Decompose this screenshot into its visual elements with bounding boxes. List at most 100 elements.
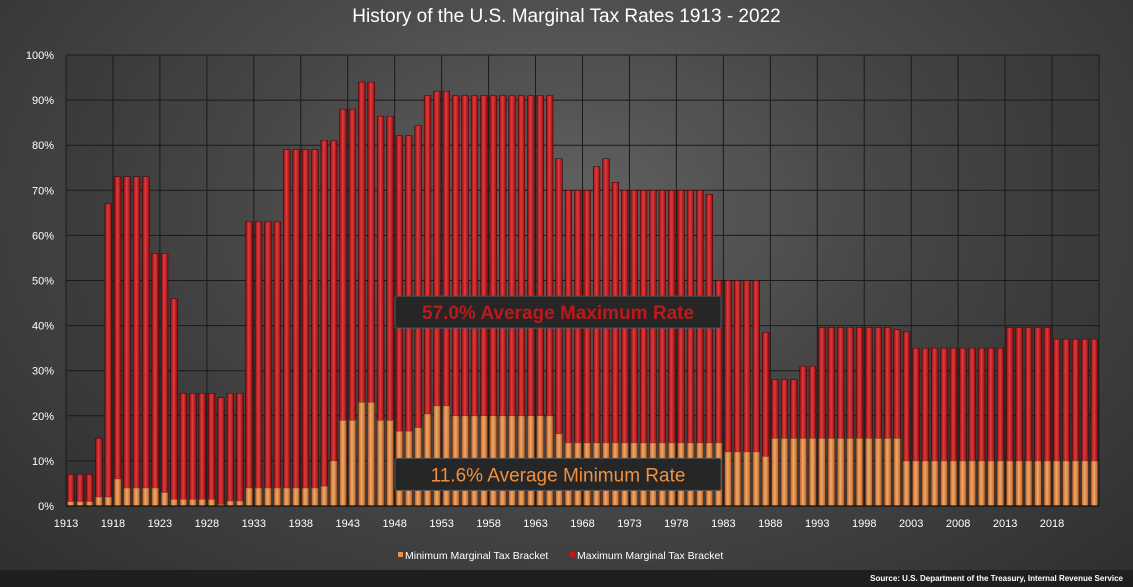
min-rate-bar (320, 485, 328, 507)
min-rate-bar (85, 501, 94, 507)
min-rate-bar (1062, 460, 1070, 507)
max-rate-bar (95, 438, 103, 507)
annotation-average-maximum-box (394, 295, 722, 329)
min-rate-bar (245, 487, 253, 507)
min-rate-bar (236, 500, 244, 507)
min-rate-bar (151, 487, 159, 507)
min-rate-bar (949, 460, 958, 507)
min-rate-bar (987, 460, 995, 507)
legend-label: Minimum Marginal Tax Bracket (405, 550, 548, 562)
min-rate-bar (959, 460, 967, 507)
max-rate-bar (301, 149, 310, 507)
min-rate-bar (827, 438, 835, 507)
min-rate-bar (376, 420, 385, 507)
max-rate-bar (245, 221, 253, 507)
min-rate-bar (968, 460, 976, 507)
max-rate-bar (283, 149, 291, 507)
min-rate-bar (132, 487, 141, 507)
min-rate-bar (865, 438, 873, 507)
x-tick-label: 1998 (852, 518, 876, 530)
min-rate-bar (1090, 460, 1098, 507)
min-rate-bar (1053, 460, 1061, 507)
min-rate-bar (67, 501, 75, 507)
min-rate-bar (433, 405, 441, 507)
min-rate-bar (114, 478, 122, 507)
min-rate-bar (142, 487, 150, 507)
min-rate-bar (348, 420, 357, 507)
min-rate-bar (264, 487, 272, 507)
x-tick-label: 2013 (993, 518, 1017, 530)
min-rate-bar (893, 438, 901, 507)
min-rate-bar (846, 438, 854, 507)
min-rate-bar (1024, 460, 1033, 507)
max-rate-bar (132, 176, 141, 507)
max-rate-bar (226, 393, 234, 507)
min-rate-bar (902, 460, 911, 507)
min-rate-bar (254, 487, 263, 507)
min-rate-bar (358, 402, 366, 507)
x-tick-label: 1978 (664, 518, 688, 530)
x-tick-label: 1923 (148, 518, 172, 530)
x-tick-label: 1928 (195, 518, 219, 530)
x-tick-label: 1948 (382, 518, 406, 530)
min-rate-bar (198, 498, 206, 507)
chart-title: History of the U.S. Marginal Tax Rates 1… (352, 6, 781, 27)
annotation-average-maximum: 57.0% Average Maximum Rate (422, 303, 694, 324)
x-tick-label: 1953 (429, 518, 453, 530)
max-rate-bar (207, 393, 216, 507)
max-rate-bar (189, 393, 197, 507)
min-rate-bar (1081, 460, 1089, 507)
x-tick-label: 1943 (335, 518, 359, 530)
max-rate-bar (151, 253, 159, 507)
min-rate-bar (189, 498, 197, 507)
max-rate-bar (311, 149, 319, 507)
min-rate-bar (771, 438, 779, 507)
y-tick-label: 70% (32, 185, 54, 197)
min-rate-bar (799, 438, 807, 507)
x-tick-label: 1963 (523, 518, 547, 530)
min-rate-bar (931, 460, 939, 507)
y-tick-label: 40% (32, 321, 54, 333)
x-tick-label: 2008 (946, 518, 970, 530)
max-rate-bar (114, 176, 122, 507)
min-rate-bar (790, 438, 798, 507)
min-rate-bar (996, 460, 1005, 507)
min-rate-bar (226, 500, 234, 507)
min-rate-bar (367, 402, 375, 507)
min-rate-bar (330, 460, 338, 507)
x-tick-label: 1933 (242, 518, 266, 530)
min-rate-bar (1015, 460, 1023, 507)
max-rate-bar (123, 176, 131, 507)
x-tick-label: 1973 (617, 518, 641, 530)
max-rate-bar (198, 393, 206, 507)
min-rate-bar (386, 420, 394, 507)
max-rate-bar (273, 221, 281, 507)
legend-swatch (570, 552, 575, 557)
min-rate-bar (724, 451, 732, 507)
max-rate-bar (170, 298, 178, 507)
max-rate-bar (254, 221, 263, 507)
y-tick-label: 80% (32, 140, 54, 152)
max-rate-bar (160, 253, 169, 507)
y-tick-label: 0% (38, 501, 54, 513)
y-tick-label: 90% (32, 95, 54, 107)
min-rate-bar (1034, 460, 1042, 507)
max-rate-bar (330, 140, 338, 507)
min-rate-bar (283, 487, 291, 507)
x-tick-label: 1958 (476, 518, 500, 530)
min-rate-bar (76, 501, 84, 507)
min-rate-bar (855, 438, 864, 507)
source-note: Source: U.S. Department of the Treasury,… (870, 574, 1123, 583)
x-tick-label: 2003 (899, 518, 923, 530)
min-rate-bar (808, 438, 817, 507)
min-rate-bar (207, 498, 216, 507)
x-tick-label: 1938 (289, 518, 313, 530)
min-rate-bar (170, 498, 178, 507)
min-rate-bar (884, 438, 892, 507)
x-tick-label: 1913 (54, 518, 78, 530)
max-rate-bar (292, 149, 300, 507)
y-tick-label: 30% (32, 366, 54, 378)
min-rate-bar (1043, 460, 1051, 507)
max-rate-bar (217, 397, 225, 507)
legend-swatch (398, 552, 403, 557)
